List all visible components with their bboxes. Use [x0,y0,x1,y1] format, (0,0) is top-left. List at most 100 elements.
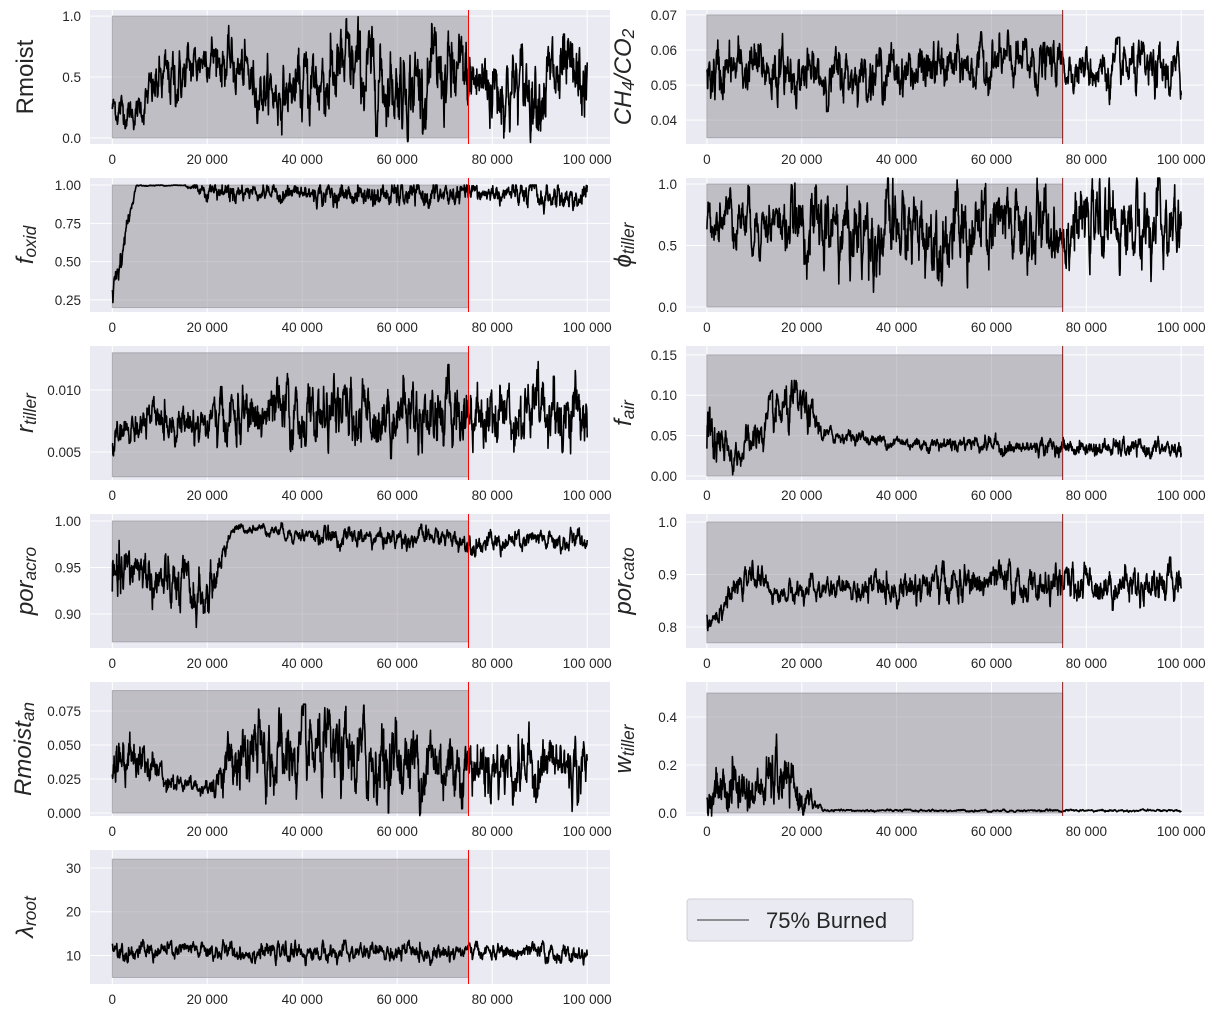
x-tick-label: 60 000 [377,656,418,671]
x-tick-label: 20 000 [781,488,822,503]
x-tick-label: 100 000 [1157,152,1206,167]
panel-right-1: 0 20 000 40 000 60 000 80 000 100 000 0.04 0.05… [610,8,1206,167]
y-axis-label-subscript: acro [20,546,40,580]
x-tick-label: 80 000 [472,488,513,503]
x-tick-label: 20 000 [781,152,822,167]
y-axis-label-subscript: oxid [20,224,40,257]
y-tick-label: 0.04 [651,113,678,128]
y-tick-label: 0.005 [47,445,81,460]
x-tick-label: 80 000 [472,824,513,839]
y-axis-label: Rmoistan [10,702,38,796]
x-tick-label: 0 [703,824,711,839]
x-tick-label: 20 000 [187,152,228,167]
trace-line [111,15,588,144]
trace-line [706,556,1182,632]
x-tick-label: 0 [109,488,117,503]
x-tick-label: 60 000 [971,656,1012,671]
y-tick-label: 20 [66,905,81,920]
x-tick-label: 0 [109,656,117,671]
legend-label: 75% Burned [766,908,887,933]
burn-in-shade [111,184,469,309]
panel-left-3: 0 20 000 40 000 60 000 80 000 100 000 0.005 0.0… [12,346,612,503]
x-tick-label: 80 000 [1066,488,1107,503]
y-tick-label: 0.0 [62,131,81,146]
y-axis-label-subscript: air [618,399,638,419]
y-axis-label: CH4/CO2 [610,28,638,125]
x-tick-label: 80 000 [472,992,513,1007]
y-tick-label: 0.2 [658,758,677,773]
y-axis-label-main: Rmoist [10,720,37,796]
y-axis-label-main: f [12,255,39,264]
x-tick-label: 80 000 [472,152,513,167]
x-tick-label: 60 000 [377,488,418,503]
trace-line [706,379,1182,476]
y-axis-label: poracro [12,546,40,616]
x-tick-label: 80 000 [472,656,513,671]
y-tick-label: 1.0 [658,177,677,192]
legend-box [686,898,914,942]
y-axis-label: λroot [12,895,40,940]
x-tick-label: 40 000 [876,488,917,503]
x-tick-label: 60 000 [971,824,1012,839]
y-axis-label: Rmoist [12,39,39,114]
y-tick-label: 0.5 [658,238,677,253]
y-tick-label: 1.00 [55,178,81,193]
burn-in-shade [706,14,1064,139]
legend: 75% Burned [686,898,914,942]
y-tick-label: 0.90 [55,607,81,622]
y-tick-label: 0.25 [55,293,81,308]
burn-in-shade [706,354,1064,477]
y-tick-label: 0.0 [658,300,677,315]
y-axis-label-subscript: 4 [618,81,638,91]
x-tick-label: 100 000 [563,152,612,167]
x-tick-label: 100 000 [1157,656,1206,671]
y-tick-label: 0.010 [47,383,81,398]
panel-left-6: 0 20 000 40 000 60 000 80 000 100 000 10 20 30 λr… [12,850,612,1007]
x-tick-label: 100 000 [563,320,612,335]
y-axis-label-subscript: 2 [618,28,638,39]
y-axis-label-main: f [610,417,637,426]
x-tick-label: 0 [109,152,117,167]
x-tick-label: 40 000 [282,488,323,503]
x-tick-label: 100 000 [563,992,612,1007]
y-tick-label: 0.050 [47,738,81,753]
y-tick-label: 0.9 [658,567,677,582]
burn-in-shade [706,692,1064,814]
y-tick-label: 0.05 [651,429,677,444]
y-tick-label: 0.0 [658,806,677,821]
x-tick-label: 80 000 [1066,656,1107,671]
y-axis-label-main: r [12,424,39,433]
trace-line [706,177,1182,294]
panel-left-5: 0 20 000 40 000 60 000 80 000 100 000 0.000 0.0… [10,682,612,839]
panel-right-4: 0 20 000 40 000 60 000 80 000 100 000 0.8 0.9 1.… [610,514,1206,671]
y-axis-label-main: ϕ [610,254,637,267]
y-axis-label-subscript: tiller [20,392,40,425]
x-tick-label: 100 000 [563,824,612,839]
y-tick-label: 0.00 [651,469,677,484]
y-axis-label-main: /CO [610,38,637,83]
x-tick-label: 80 000 [1066,152,1107,167]
panel-right-3: 0 20 000 40 000 60 000 80 000 100 000 0.00 0.05… [610,346,1206,503]
panel-right-5: 0 20 000 40 000 60 000 80 000 100 000 0.0 0.2 0.… [610,682,1206,839]
x-tick-label: 80 000 [472,320,513,335]
x-tick-label: 100 000 [563,656,612,671]
y-axis-label: fair [610,399,638,426]
y-axis-label-main: w [610,755,637,774]
x-tick-label: 60 000 [971,152,1012,167]
x-tick-label: 0 [703,152,711,167]
x-tick-label: 40 000 [876,824,917,839]
x-tick-label: 40 000 [282,992,323,1007]
x-tick-label: 40 000 [282,320,323,335]
y-axis-label-main: λ [12,926,39,940]
panel-left-1: 0 20 000 40 000 60 000 80 000 100 000 0.0 0.5 1.… [12,9,612,167]
y-axis-label-main: por [610,579,637,616]
x-tick-label: 60 000 [377,152,418,167]
x-tick-label: 40 000 [282,824,323,839]
y-axis-label: porcato [610,547,638,616]
x-tick-label: 40 000 [876,656,917,671]
x-tick-label: 40 000 [876,320,917,335]
y-tick-label: 0.15 [651,348,677,363]
y-tick-label: 0.025 [47,772,81,787]
y-tick-label: 0.05 [651,78,677,93]
